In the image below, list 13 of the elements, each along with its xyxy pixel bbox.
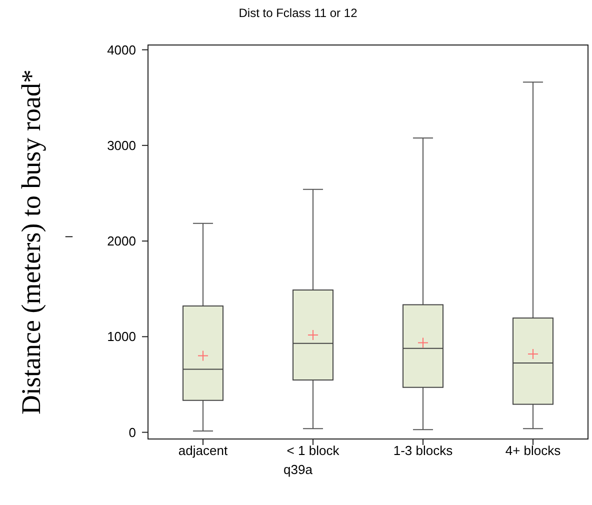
chart-title: Dist to Fclass 11 or 12 (238, 6, 358, 20)
y-tick-label: 0 (128, 424, 136, 440)
x-tick-label: adjacent (178, 443, 228, 458)
y-tick-label: 2000 (107, 234, 136, 249)
y-axis-title: Distance (meters) to busy road* (16, 70, 46, 414)
y-tick-label: 3000 (107, 138, 136, 153)
x-tick-label: 4+ blocks (505, 443, 562, 458)
x-tick-label: 1-3 blocks (393, 443, 454, 458)
x-axis-title: q39a (284, 462, 314, 477)
x-tick-label: < 1 block (286, 443, 340, 458)
y-tick-label: 1000 (107, 329, 136, 344)
y-tick-label: 4000 (107, 42, 136, 58)
text: – (65, 228, 74, 243)
